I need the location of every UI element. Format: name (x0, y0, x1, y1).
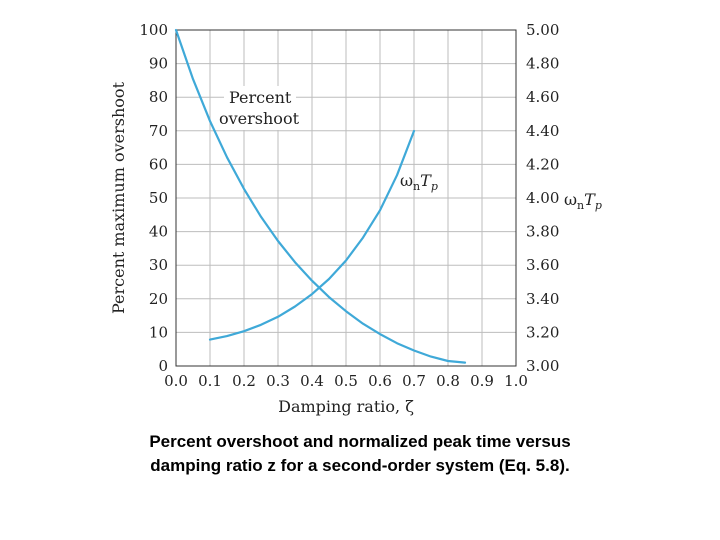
wn-tp-line (208, 129, 416, 341)
x-tick-label: 0.8 (436, 372, 460, 390)
x-tick-label: 0.0 (164, 372, 188, 390)
x-tick-label: 0.4 (300, 372, 324, 390)
y-left-tick-label: 30 (149, 256, 168, 274)
y-left-tick-label: 70 (149, 122, 168, 140)
y-right-title-T: T (584, 190, 596, 209)
x-tick-label: 0.1 (198, 372, 222, 390)
y-right-axis-title: ωnTp (564, 190, 602, 212)
y-right-tick-label: 5.00 (526, 21, 559, 39)
y-left-tick-label: 20 (149, 290, 168, 308)
y-left-tick-label: 80 (149, 88, 168, 106)
y-right-tick-labels: 3.00 3.20 3.40 3.60 3.80 4.00 4.20 4.40 4.60 4.80… (526, 21, 559, 375)
x-tick-label: 0.7 (402, 372, 426, 390)
y-left-tick-label: 100 (139, 21, 168, 39)
grid (175, 29, 517, 367)
y-left-axis-title: Percent maximum overshoot (109, 81, 128, 314)
series-group (174, 28, 467, 364)
tp-annotation: ωnTp (400, 171, 438, 193)
x-tick-label: 0.3 (266, 372, 290, 390)
overshoot-annotation-line2: overshoot (219, 109, 300, 128)
y-right-tick-label: 3.60 (526, 256, 559, 274)
y-left-tick-label: 40 (149, 223, 168, 241)
y-right-tick-label: 4.40 (526, 122, 559, 140)
y-right-tick-label: 3.20 (526, 323, 559, 341)
y-right-tick-label: 3.80 (526, 223, 559, 241)
y-right-tick-label: 4.20 (526, 155, 559, 173)
y-left-tick-label: 50 (149, 189, 168, 207)
tp-anno-omega: ω (400, 171, 413, 190)
tp-anno-T: T (420, 171, 432, 190)
y-left-tick-label: 10 (149, 323, 168, 341)
x-tick-label: 1.0 (504, 372, 528, 390)
x-tick-label: 0.2 (232, 372, 256, 390)
plot-frame (175, 29, 517, 367)
y-left-tick-label: 90 (149, 55, 168, 73)
y-left-tick-labels: 0 10 20 30 40 50 60 70 80 90 100 (139, 21, 168, 375)
caption-line-2: damping ratio z for a second-order syste… (150, 456, 570, 475)
x-tick-label: 0.6 (368, 372, 392, 390)
y-right-title-omega: ω (564, 190, 577, 209)
y-right-tick-label: 3.00 (526, 357, 559, 375)
x-tick-label: 0.5 (334, 372, 358, 390)
chart: 0.0 0.1 0.2 0.3 0.4 0.5 0.6 0.7 0.8 0.9 1.0 0 10 20 3… (109, 21, 602, 416)
y-right-tick-label: 3.40 (526, 290, 559, 308)
figure-caption: Percent overshoot and normalized peak ti… (60, 430, 660, 478)
y-left-tick-label: 0 (158, 357, 168, 375)
y-right-title-n: n (577, 199, 584, 212)
percent-overshoot-line (174, 28, 467, 364)
x-axis-title: Damping ratio, ζ (278, 397, 414, 416)
tp-anno-p: p (431, 180, 438, 193)
tp-anno-n: n (413, 180, 420, 193)
overshoot-label-backdrop (224, 86, 296, 130)
y-right-title-p: p (595, 199, 602, 212)
y-right-tick-label: 4.80 (526, 55, 559, 73)
y-left-tick-label: 60 (149, 155, 168, 173)
x-tick-labels: 0.0 0.1 0.2 0.3 0.4 0.5 0.6 0.7 0.8 0.9 1.0 (164, 372, 528, 390)
y-right-tick-label: 4.00 (526, 189, 559, 207)
y-right-tick-label: 4.60 (526, 88, 559, 106)
caption-line-1: Percent overshoot and normalized peak ti… (149, 432, 571, 451)
x-tick-label: 0.9 (470, 372, 494, 390)
overshoot-annotation-line1: Percent (229, 88, 292, 107)
